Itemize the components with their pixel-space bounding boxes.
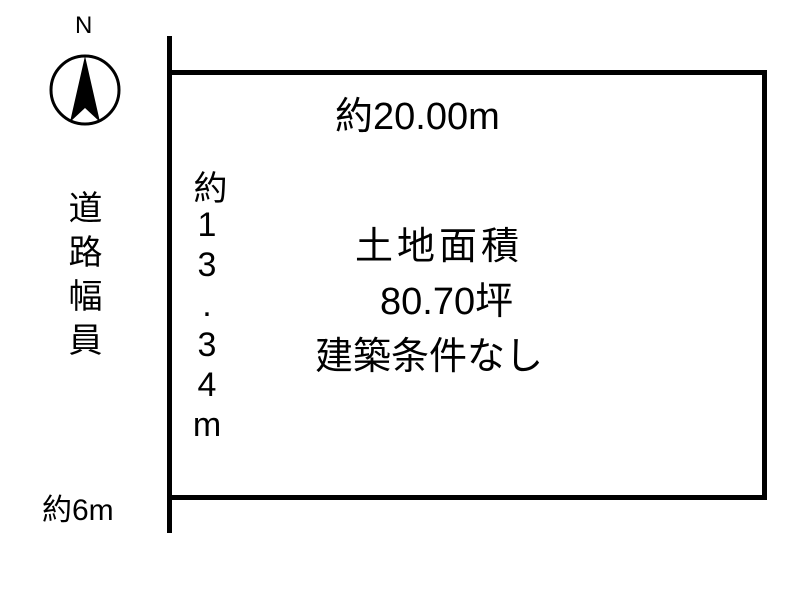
plot-area-title: 土地面積 bbox=[355, 215, 523, 270]
compass-icon bbox=[40, 40, 130, 160]
road-width-title: 道路幅員 bbox=[58, 190, 107, 366]
plot-height-label: 約13.34m bbox=[183, 170, 232, 446]
plot-boundary-bottom bbox=[167, 495, 767, 500]
plot-condition: 建築条件なし bbox=[315, 325, 543, 380]
plot-area-value: 80.70坪 bbox=[380, 270, 513, 325]
plot-boundary-left bbox=[167, 36, 172, 533]
compass-north-label: N bbox=[75, 12, 92, 40]
road-width-value: 約6m bbox=[42, 485, 114, 529]
plot-boundary-right bbox=[762, 70, 767, 500]
plot-boundary-top bbox=[167, 70, 767, 75]
plot-diagram: N 道路幅員 約6m 約20.00m 約13.34m 土地面積 80.70坪 建… bbox=[0, 0, 800, 600]
plot-width-label: 約20.00m bbox=[335, 85, 500, 140]
